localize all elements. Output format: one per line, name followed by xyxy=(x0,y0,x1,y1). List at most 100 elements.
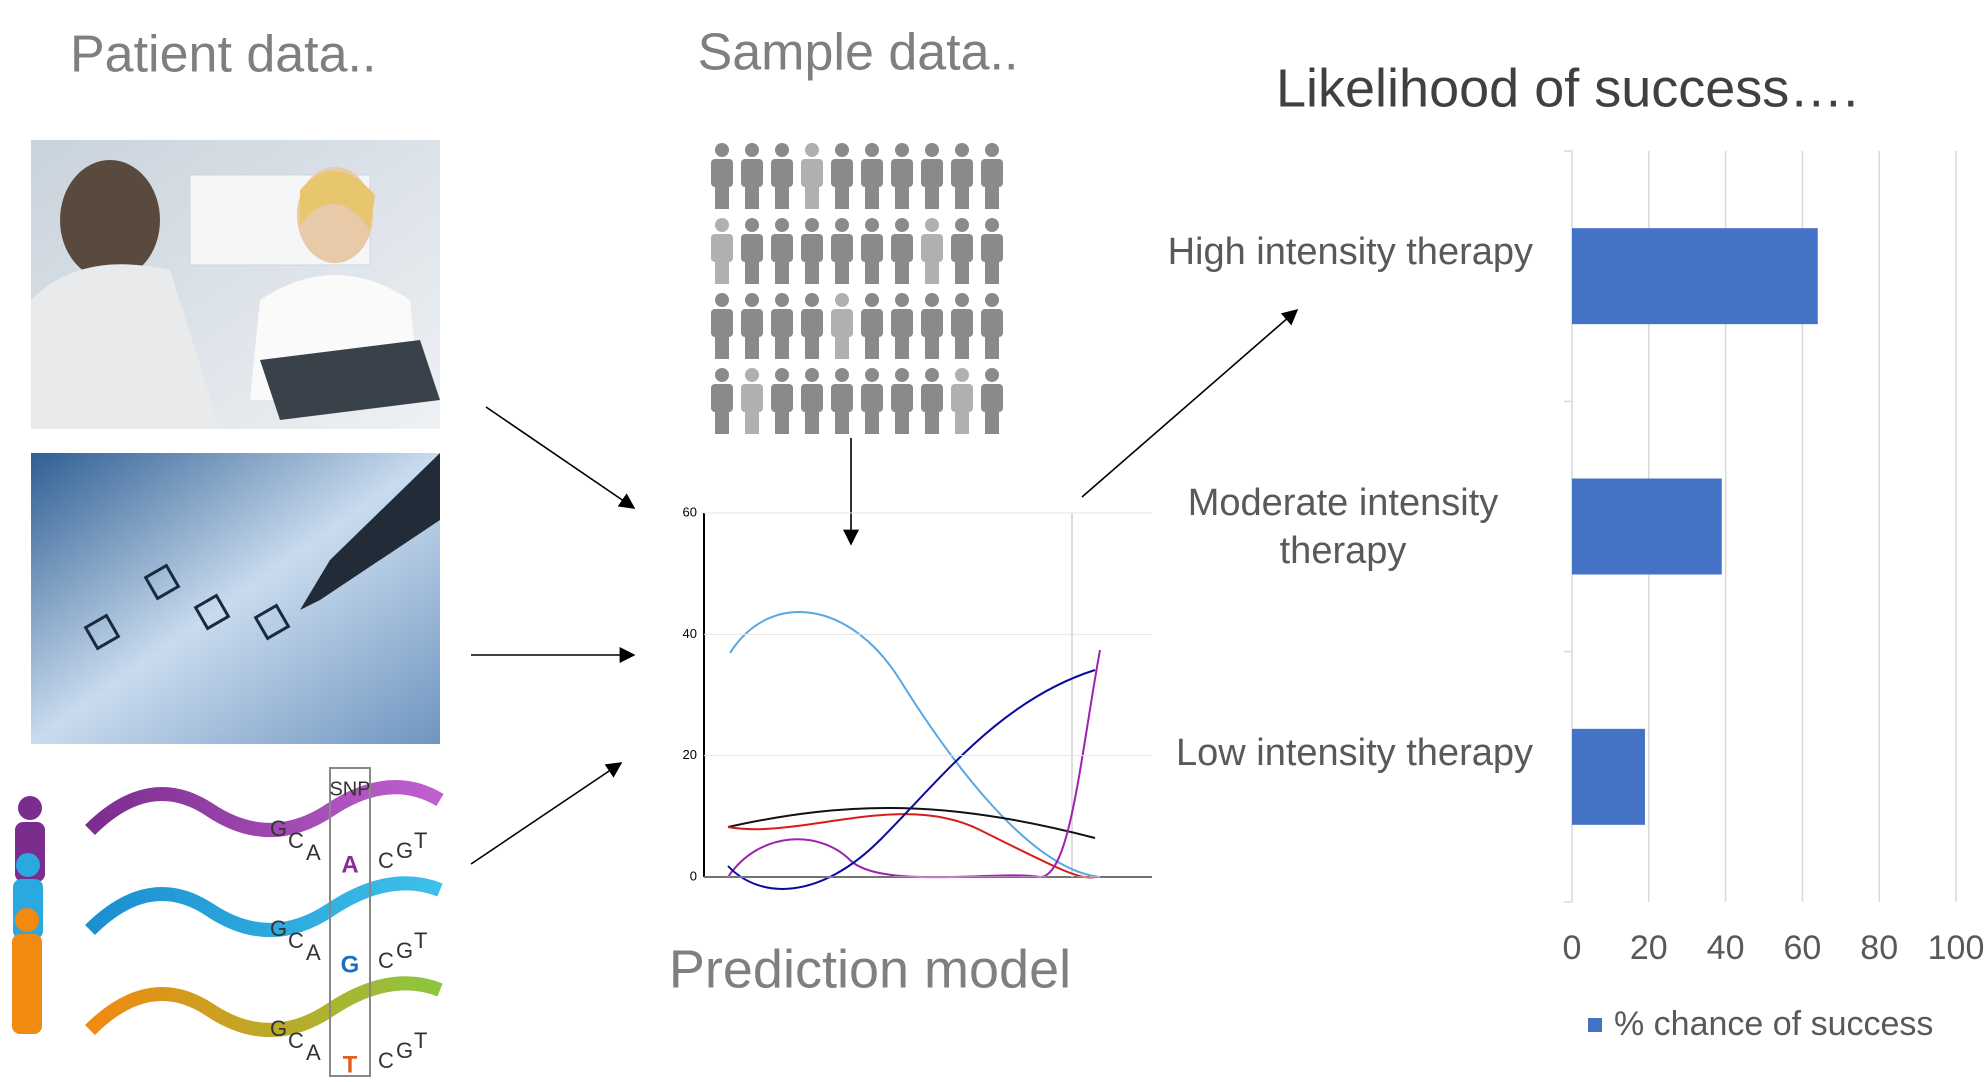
person-body xyxy=(711,384,733,412)
person-legs xyxy=(805,185,819,209)
person-body xyxy=(861,159,883,187)
person-body xyxy=(891,384,913,412)
base-letter: G xyxy=(396,838,413,863)
person-icon xyxy=(951,368,973,434)
person-icon xyxy=(891,293,913,359)
person-legs xyxy=(955,260,969,284)
arrows xyxy=(470,308,1299,865)
person-legs xyxy=(925,260,939,284)
person-head xyxy=(745,368,759,382)
person-body xyxy=(741,309,763,337)
person-head xyxy=(925,218,939,232)
category-label: Moderate intensity therapy xyxy=(1187,481,1499,572)
person-legs xyxy=(745,185,759,209)
person-icon xyxy=(951,143,973,209)
person-body xyxy=(951,234,973,262)
person-head xyxy=(865,143,879,157)
base-letter: C xyxy=(288,928,304,953)
base-letter: G xyxy=(270,916,287,941)
person-legs xyxy=(805,335,819,359)
person-legs xyxy=(715,260,729,284)
person-body xyxy=(921,234,943,262)
person-legs xyxy=(805,260,819,284)
person-body xyxy=(891,309,913,337)
person-icon xyxy=(831,143,853,209)
person-icon xyxy=(771,293,793,359)
person-body xyxy=(981,309,1003,337)
person-icon xyxy=(921,368,943,434)
person-icon xyxy=(861,293,883,359)
person-head xyxy=(865,293,879,307)
person-body xyxy=(771,309,793,337)
x-tick-label: 60 xyxy=(1783,929,1821,967)
x-tick-label: 0 xyxy=(1563,929,1582,967)
base-letter: A xyxy=(306,840,321,865)
person-legs xyxy=(745,335,759,359)
person-body xyxy=(891,234,913,262)
person-icon xyxy=(801,143,823,209)
person-legs xyxy=(895,335,909,359)
person-head xyxy=(775,293,789,307)
person-icon xyxy=(981,368,1003,434)
person-icon xyxy=(711,368,733,434)
model-tick-label: 60 xyxy=(683,504,697,519)
category-label-box: Moderate intensity therapy xyxy=(1153,479,1533,575)
person-icon xyxy=(951,293,973,359)
base-letter: C xyxy=(288,1028,304,1053)
person-body xyxy=(861,309,883,337)
base-letter: C xyxy=(288,828,304,853)
person-head xyxy=(925,368,939,382)
person-head xyxy=(805,218,819,232)
person-head xyxy=(835,293,849,307)
person-legs xyxy=(895,185,909,209)
person-head xyxy=(715,293,729,307)
base-letter: A xyxy=(306,940,321,965)
person-legs xyxy=(955,335,969,359)
person-body xyxy=(951,159,973,187)
person-body xyxy=(891,159,913,187)
person-icon xyxy=(951,218,973,284)
base-letter: C xyxy=(378,1048,394,1073)
person-icon xyxy=(921,293,943,359)
person-legs xyxy=(715,185,729,209)
person-icon xyxy=(831,293,853,359)
person-legs xyxy=(925,335,939,359)
person-head xyxy=(955,368,969,382)
person-head xyxy=(805,143,819,157)
person-legs xyxy=(895,260,909,284)
person-icon xyxy=(861,143,883,209)
person-body xyxy=(921,309,943,337)
person-icon xyxy=(891,143,913,209)
person-legs xyxy=(775,335,789,359)
person-body xyxy=(981,159,1003,187)
snp-letter: T xyxy=(343,1051,358,1078)
person-head xyxy=(775,368,789,382)
person-head xyxy=(895,143,909,157)
person-head xyxy=(745,143,759,157)
person-body xyxy=(981,234,1003,262)
person-icon xyxy=(981,218,1003,284)
person-head xyxy=(925,293,939,307)
model-tick-label: 40 xyxy=(683,626,697,641)
person-legs xyxy=(985,410,999,434)
person-icon xyxy=(891,368,913,434)
person-head xyxy=(985,368,999,382)
person-head xyxy=(895,218,909,232)
person-body xyxy=(801,309,823,337)
photo-questionnaire xyxy=(31,453,440,744)
person-head xyxy=(985,218,999,232)
bar xyxy=(1572,228,1818,325)
person-head xyxy=(925,143,939,157)
person-body xyxy=(801,384,823,412)
base-letter: G xyxy=(270,1016,287,1041)
base-letter: T xyxy=(414,928,427,953)
category-label-box: High intensity therapy xyxy=(1153,228,1533,276)
model-curves xyxy=(703,513,1152,890)
person-legs xyxy=(835,335,849,359)
person-icon xyxy=(711,218,733,284)
person-icon xyxy=(861,218,883,284)
person-body xyxy=(771,384,793,412)
category-label: High intensity therapy xyxy=(1167,231,1533,274)
person-body xyxy=(921,384,943,412)
base-letter: C xyxy=(378,848,394,873)
